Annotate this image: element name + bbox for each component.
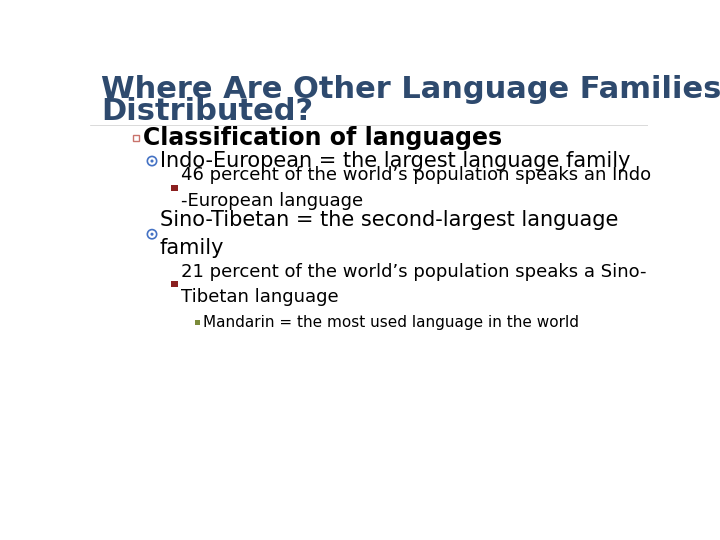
Bar — [194, 320, 200, 326]
Bar — [171, 185, 178, 191]
Bar — [171, 281, 178, 287]
Text: Mandarin = the most used language in the world: Mandarin = the most used language in the… — [203, 315, 579, 330]
Text: Where Are Other Language Families: Where Are Other Language Families — [101, 75, 720, 104]
Text: 21 percent of the world’s population speaks a Sino-
Tibetan language: 21 percent of the world’s population spe… — [181, 263, 646, 306]
Bar — [132, 135, 139, 141]
Text: Sino-Tibetan = the second-largest language
family: Sino-Tibetan = the second-largest langua… — [160, 210, 618, 258]
Circle shape — [150, 159, 153, 163]
Text: Classification of languages: Classification of languages — [143, 126, 502, 150]
Text: Distributed?: Distributed? — [101, 97, 313, 126]
Circle shape — [150, 233, 153, 236]
Text: 46 percent of the world’s population speaks an Indo
-European language: 46 percent of the world’s population spe… — [181, 166, 651, 210]
Text: Indo-European = the largest language family: Indo-European = the largest language fam… — [160, 151, 630, 171]
